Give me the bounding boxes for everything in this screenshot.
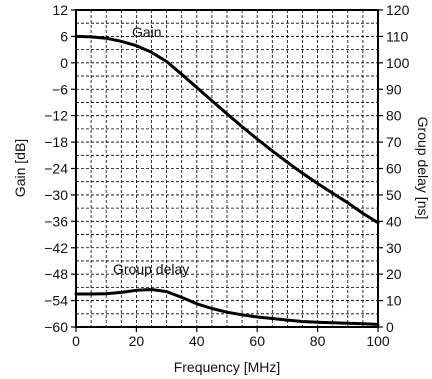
- y-axis-right-title: Group delay [ns]: [415, 117, 431, 220]
- y-left-tick-label: −60: [44, 319, 68, 335]
- x-tick-label: 20: [129, 333, 145, 349]
- x-tick-label: 60: [249, 333, 265, 349]
- y-right-tick-label: 40: [386, 213, 402, 229]
- y-left-tick-label: −30: [44, 187, 68, 203]
- y-left-tick-label: −48: [44, 266, 68, 282]
- y-left-tick-label: −54: [44, 293, 68, 309]
- y-right-tick-label: 10: [386, 293, 402, 309]
- y-left-tick-label: 0: [60, 55, 68, 71]
- y-right-tick-label: 90: [386, 81, 402, 97]
- group-delay-series-line: [74, 288, 380, 326]
- y-right-tick-label: 70: [386, 134, 402, 150]
- series-layer: [74, 34, 380, 326]
- y-left-tick-label: 12: [52, 2, 68, 18]
- gain-annotation: Gain: [132, 24, 162, 40]
- y-right-tick-label: 110: [386, 28, 409, 44]
- y-left-tick-label: −12: [44, 108, 68, 124]
- y-right-tick-label: 80: [386, 108, 402, 124]
- x-tick-label: 80: [310, 333, 326, 349]
- x-tick-label: 0: [72, 333, 80, 349]
- y-right-tick-label: 30: [386, 240, 402, 256]
- group-delay-annotation: Group delay: [113, 261, 189, 277]
- y-right-tick-label: 20: [386, 266, 402, 282]
- y-axis-left-title: Gain [dB]: [12, 139, 28, 197]
- y-left-tick-label: −24: [44, 161, 68, 177]
- y-left-tick-label: −42: [44, 240, 68, 256]
- y-left-tick-label: −36: [44, 213, 68, 229]
- y-right-tick-label: 0: [386, 319, 394, 335]
- grid-layer: [76, 10, 378, 327]
- labels-layer: 0 20 40 60 80 1001260−6−12−18−24−30−36−42−48−…: [44, 2, 409, 349]
- gain-series-line: [74, 34, 380, 225]
- y-right-tick-label: 60: [386, 161, 402, 177]
- y-right-tick-label: 50: [386, 187, 402, 203]
- y-right-tick-label: 100: [386, 55, 410, 71]
- x-axis-title: Frequency [MHz]: [174, 359, 281, 375]
- y-right-tick-label: 120: [386, 2, 410, 18]
- x-tick-label: 100: [366, 333, 390, 349]
- x-tick-label: 40: [189, 333, 205, 349]
- y-left-tick-label: −18: [44, 134, 68, 150]
- y-left-tick-label: −6: [52, 81, 68, 97]
- y-left-tick-label: 6: [60, 28, 68, 44]
- ticks-layer: [71, 9, 383, 332]
